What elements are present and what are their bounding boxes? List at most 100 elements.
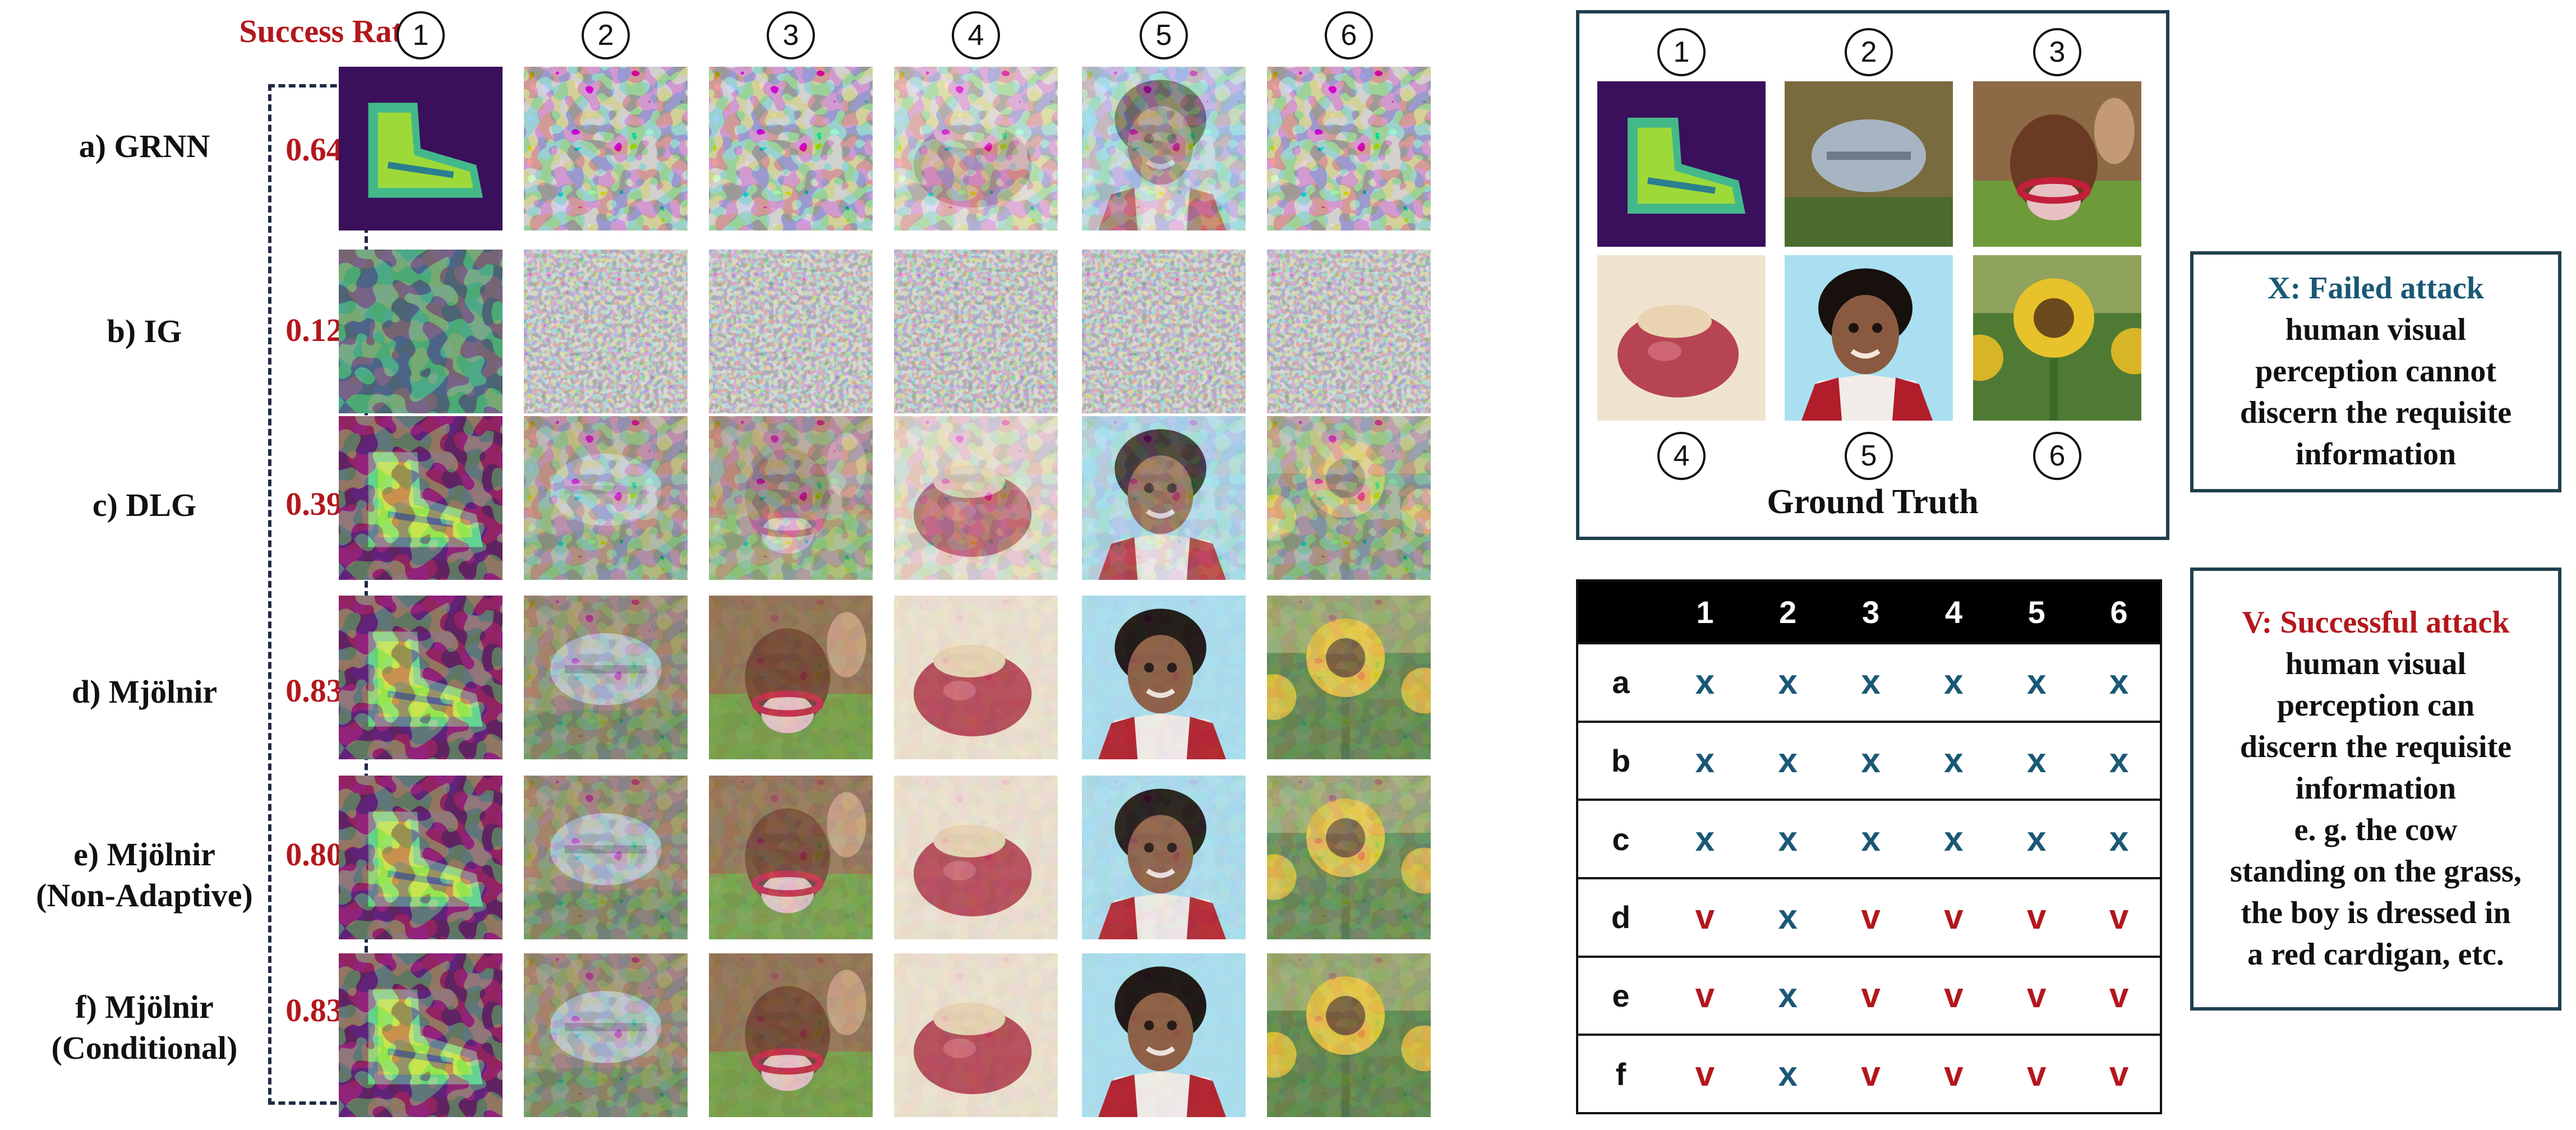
result-table-col-1: 1 xyxy=(1663,580,1746,643)
success-mark: v xyxy=(1829,955,1913,1035)
reconstruction-dlg-4 xyxy=(894,416,1058,580)
reconstruction-dlg-3 xyxy=(709,416,873,580)
reconstruction-mjolnir-nonadaptive-1 xyxy=(339,776,503,939)
ground-truth-number-5: 5 xyxy=(1845,432,1893,480)
reconstruction-mjolnir-conditional-6 xyxy=(1267,953,1431,1117)
reconstruction-grnn-3 xyxy=(709,67,873,230)
result-table-header: 1 2 3 4 5 6 xyxy=(1577,580,2161,643)
reconstruction-mjolnir-conditional-1 xyxy=(339,953,503,1117)
reconstruction-mjolnir-nonadaptive-6 xyxy=(1267,776,1431,939)
result-table-col-4: 4 xyxy=(1912,580,1996,643)
ground-truth-image-boy xyxy=(1785,255,1953,421)
result-row-label: d xyxy=(1577,877,1663,957)
fail-mark: x xyxy=(1663,720,1746,800)
rate-mjolnir-conditional: 0.83 xyxy=(285,992,343,1028)
column-number-1: 1 xyxy=(397,11,445,59)
result-row-label: e xyxy=(1577,955,1663,1035)
reconstruction-mjolnir-conditional-4 xyxy=(894,953,1058,1117)
success-mark: v xyxy=(1829,1034,1913,1113)
fail-mark: x xyxy=(1663,799,1746,878)
reconstruction-ig-1 xyxy=(339,250,503,413)
method-label-ig: b) IG xyxy=(107,313,182,349)
fail-mark: x xyxy=(1995,642,2079,722)
success-mark: v xyxy=(1912,955,1996,1035)
fail-mark: x xyxy=(1912,720,1996,800)
rate-dlg: 0.39 xyxy=(285,486,343,522)
reconstruction-mjolnir-nonadaptive-3 xyxy=(709,776,873,939)
reconstruction-ig-2 xyxy=(524,250,688,413)
result-table-corner xyxy=(1577,580,1663,643)
rate-ig: 0.12 xyxy=(285,312,343,348)
result-row-label: b xyxy=(1577,720,1663,800)
column-number-3: 3 xyxy=(767,11,815,59)
success-mark: v xyxy=(1663,877,1746,957)
ground-truth-number-3: 3 xyxy=(2033,28,2081,76)
legend-success-title: V: Successful attack xyxy=(2242,605,2510,640)
legend-failed-attack: X: Failed attack human visual perception… xyxy=(2190,251,2561,492)
rate-mjolnir: 0.83 xyxy=(285,672,343,709)
legend-failed-title: X: Failed attack xyxy=(2268,271,2484,306)
reconstruction-mjolnir-nonadaptive-4 xyxy=(894,776,1058,939)
reconstruction-grnn-6 xyxy=(1267,67,1431,230)
reconstruction-dlg-6 xyxy=(1267,416,1431,580)
fail-mark: x xyxy=(1746,877,1830,957)
fail-mark: x xyxy=(1746,799,1830,878)
fail-mark: x xyxy=(1912,799,1996,878)
fail-mark: x xyxy=(2078,799,2161,878)
success-mark: v xyxy=(2078,1034,2161,1113)
reconstruction-mjolnir-6 xyxy=(1267,596,1431,759)
reconstruction-dlg-2 xyxy=(524,416,688,580)
success-mark: v xyxy=(1995,877,2079,957)
reconstruction-mjolnir-4 xyxy=(894,596,1058,759)
reconstruction-mjolnir-5 xyxy=(1082,596,1246,759)
reconstruction-grnn-4 xyxy=(894,67,1058,230)
success-mark: v xyxy=(2078,877,2161,957)
fail-mark: x xyxy=(1829,720,1913,800)
fail-mark: x xyxy=(1995,720,2079,800)
ground-truth-number-6: 6 xyxy=(2033,432,2081,480)
reconstruction-grnn-2 xyxy=(524,67,688,230)
reconstruction-grnn-1 xyxy=(339,67,503,230)
ground-truth-image-fish xyxy=(1785,81,1953,247)
result-row-label: c xyxy=(1577,799,1663,878)
rate-grnn: 0.64 xyxy=(285,131,343,168)
success-rate-frame xyxy=(268,84,368,1105)
reconstruction-ig-3 xyxy=(709,250,873,413)
result-row-label: f xyxy=(1577,1034,1663,1113)
ground-truth-image-cow xyxy=(1973,81,2141,247)
reconstruction-dlg-5 xyxy=(1082,416,1246,580)
ground-truth-number-2: 2 xyxy=(1845,28,1893,76)
method-label-mjolnir-conditional: f) Mjölnir (Conditional) xyxy=(51,989,238,1066)
ground-truth-number-4: 4 xyxy=(1657,432,1706,480)
fail-mark: x xyxy=(1829,799,1913,878)
reconstruction-mjolnir-1 xyxy=(339,596,503,759)
reconstruction-grnn-5 xyxy=(1082,67,1246,230)
reconstruction-mjolnir-conditional-3 xyxy=(709,953,873,1117)
result-table-col-6: 6 xyxy=(2078,580,2161,643)
method-label-dlg: c) DLG xyxy=(92,487,197,523)
fail-mark: x xyxy=(1663,642,1746,722)
fail-mark: x xyxy=(1746,720,1830,800)
result-table-col-3: 3 xyxy=(1829,580,1913,643)
ground-truth-number-1: 1 xyxy=(1657,28,1706,76)
reconstruction-mjolnir-3 xyxy=(709,596,873,759)
success-mark: v xyxy=(1912,877,1996,957)
ground-truth-image-sunflower xyxy=(1973,255,2141,421)
fail-mark: x xyxy=(2078,720,2161,800)
success-mark: v xyxy=(1663,955,1746,1035)
result-table-col-2: 2 xyxy=(1746,580,1830,643)
method-label-mjolnir-nonadaptive: e) Mjölnir (Non-Adaptive) xyxy=(36,836,253,914)
ground-truth-image-boot xyxy=(1597,81,1766,247)
fail-mark: x xyxy=(1746,642,1830,722)
reconstruction-mjolnir-nonadaptive-2 xyxy=(524,776,688,939)
column-number-2: 2 xyxy=(582,11,630,59)
result-table-col-5: 5 xyxy=(1995,580,2079,643)
fail-mark: x xyxy=(2078,642,2161,722)
success-rate-title: Success Rate xyxy=(239,13,417,49)
success-mark: v xyxy=(1995,1034,2079,1113)
rate-mjolnir-nonadaptive: 0.80 xyxy=(285,836,343,873)
